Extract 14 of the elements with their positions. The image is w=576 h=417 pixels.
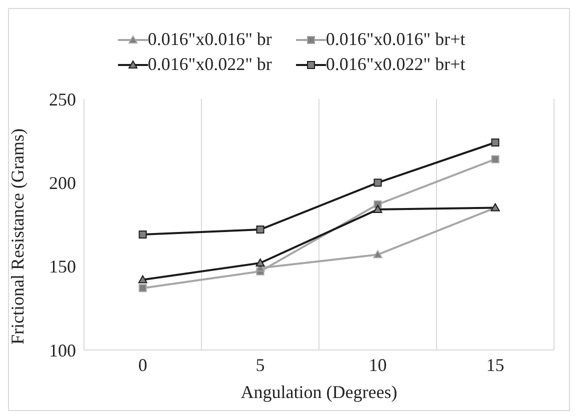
x-tick-label: 10 — [368, 354, 387, 375]
x-tick-label: 5 — [256, 354, 265, 375]
legend-label: 0.016"x0.016" br — [148, 29, 272, 50]
y-tick-label: 150 — [49, 256, 76, 277]
legend-label: 0.016"x0.016" br+t — [326, 29, 466, 50]
legend-label: 0.016"x0.022" br — [148, 54, 272, 75]
x-axis-title: Angulation (Degrees) — [240, 382, 398, 402]
y-tick-label: 200 — [49, 173, 76, 194]
x-tick-label: 15 — [486, 354, 504, 375]
x-tick-label: 0 — [138, 354, 148, 375]
legend-label: 0.016"x0.022" br+t — [326, 54, 466, 75]
y-axis-title: Frictional Resistance (Grams) — [7, 128, 28, 344]
y-tick-label: 100 — [49, 340, 76, 360]
y-tick-label: 250 — [49, 89, 76, 110]
